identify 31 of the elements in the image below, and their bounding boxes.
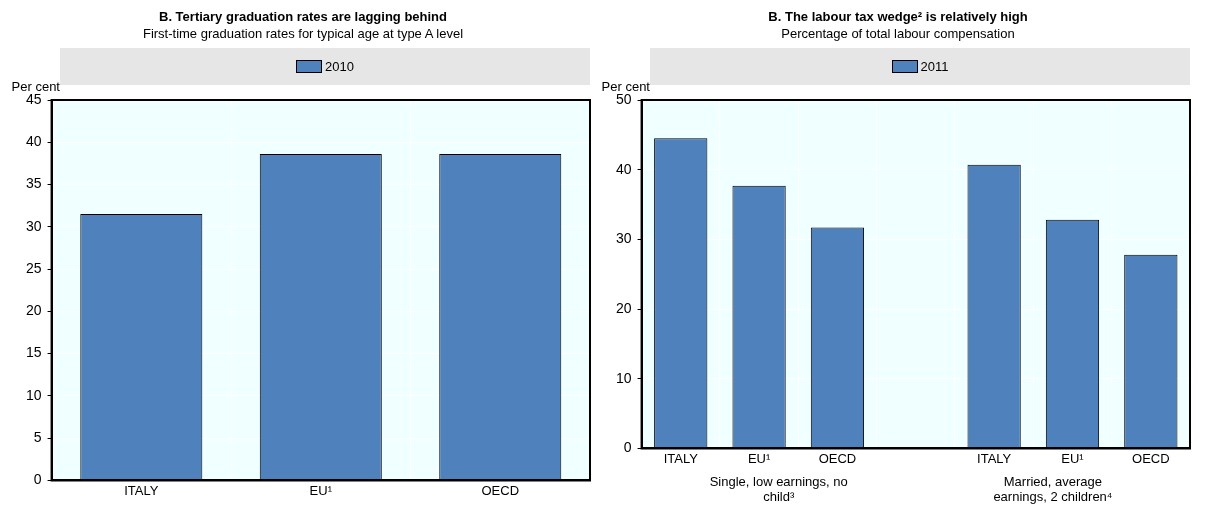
x-tick-label: EU¹ — [309, 482, 333, 498]
x-tick-label: EU¹ — [1061, 450, 1085, 466]
y-tick-label: 25 — [25, 259, 42, 276]
y-tick-label: 20 — [25, 302, 42, 319]
x-tick-label: OECD — [481, 482, 520, 498]
x-tick-label: EU¹ — [747, 450, 771, 466]
x-tick-label: ITALY — [977, 450, 1012, 466]
x-tick-label: OECD — [818, 450, 857, 466]
legend-label: 2011 — [920, 59, 949, 74]
chart-subtitle: Percentage of total labour compensation — [780, 25, 1016, 42]
chart-title: B. The labour tax wedge² is relatively high — [767, 8, 1029, 25]
x-tick-label: OECD — [1132, 450, 1170, 466]
y-tick-label: 0 — [33, 471, 42, 488]
y-tick-label: 0 — [623, 439, 632, 456]
y-tick-label: 20 — [615, 299, 632, 316]
y-tick-label: 10 — [25, 386, 42, 403]
y-tick-label: 10 — [615, 369, 632, 386]
chart-title: B. Tertiary graduation rates are lagging behind — [158, 8, 448, 25]
y-tick-label: 30 — [25, 217, 42, 234]
text: Married, average earnings, 2 children⁴ — [993, 474, 1113, 505]
text: Single, low earnings, no child³ — [709, 474, 848, 505]
y-tick-label: 15 — [25, 344, 42, 361]
y-tick-label: 40 — [25, 133, 42, 150]
y-tick-label: 40 — [615, 160, 632, 177]
y-tick-label: 30 — [615, 230, 632, 247]
x-tick-label: ITALY — [663, 450, 699, 466]
chart-subtitle: First-time graduation rates for typical age at type A level — [141, 25, 465, 42]
text: 2010 — [325, 59, 354, 74]
y-tick-label: 35 — [25, 175, 42, 192]
x-tick-label: ITALY — [124, 482, 159, 498]
y-tick-label: 5 — [33, 428, 42, 445]
